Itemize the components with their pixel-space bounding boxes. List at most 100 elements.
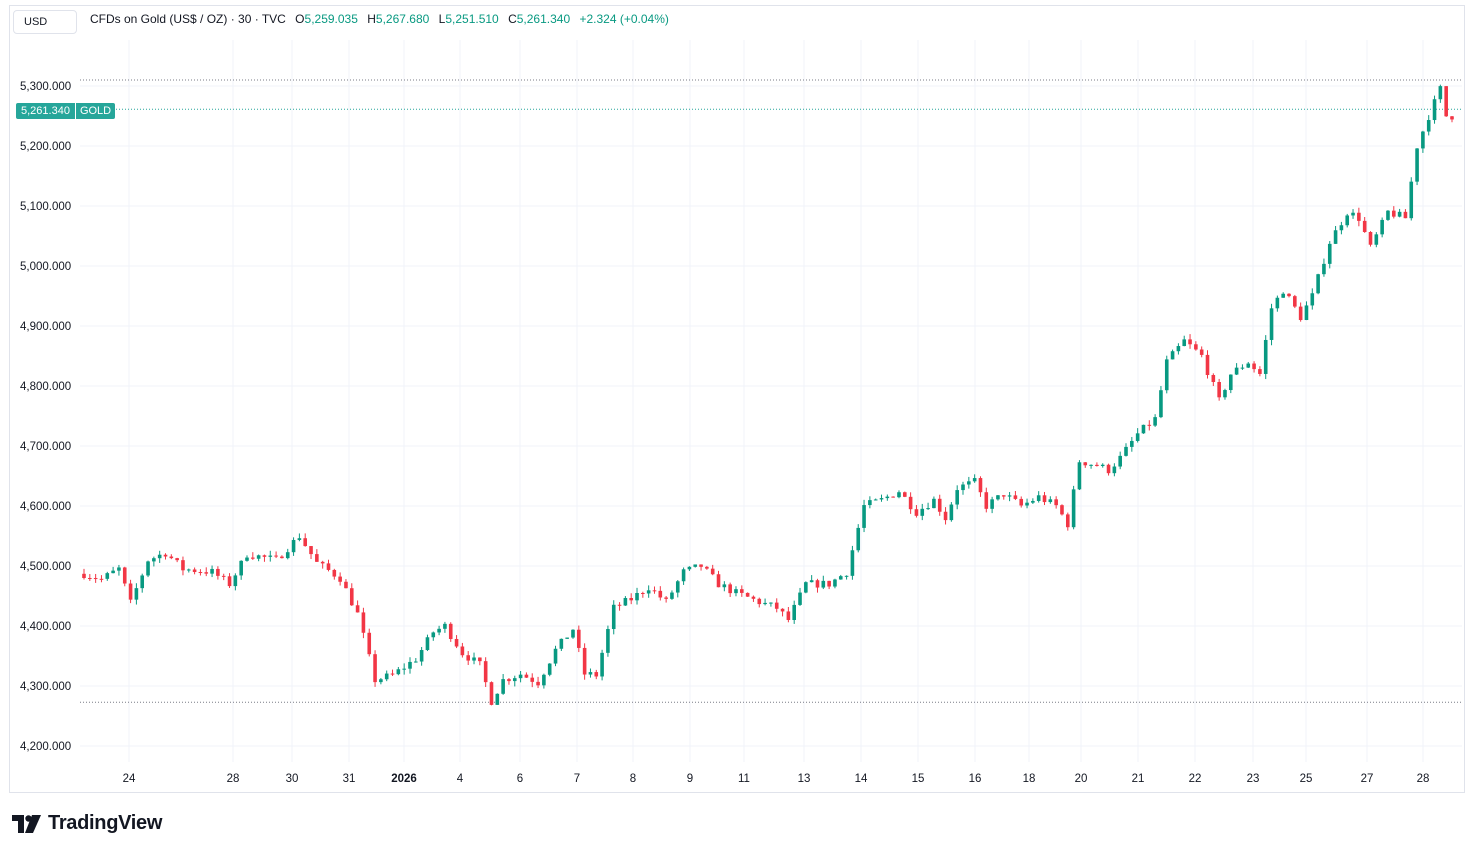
candle-body (530, 677, 535, 682)
candle-body (495, 693, 500, 705)
candle-body (821, 580, 826, 588)
candle-body (734, 589, 738, 594)
candle-body (280, 556, 284, 559)
symbol-description[interactable]: CFDs on Gold (US$ / OZ) · 30 · TVC (90, 12, 286, 26)
candle-body (1217, 381, 1221, 398)
price-tick-label: 4,400.000 (20, 621, 71, 633)
candle-body (181, 560, 185, 571)
candle-body (157, 554, 162, 559)
candle-body (326, 563, 331, 570)
candle-body (903, 492, 907, 497)
tradingview-brand[interactable]: TradingView (12, 812, 162, 835)
candle-body (1223, 390, 1227, 398)
candle-body (1071, 489, 1076, 528)
price-tick-label: 4,500.000 (20, 561, 71, 573)
candle-body (542, 674, 546, 686)
candle-body (210, 568, 214, 574)
price-tick-label: 5,100.000 (20, 201, 71, 213)
time-tick-label: 22 (1189, 773, 1202, 785)
candle-body (600, 652, 604, 677)
candle-body (984, 492, 989, 509)
price-tick-label: 4,800.000 (20, 381, 71, 393)
candle-body (437, 628, 441, 633)
currency-button[interactable]: USD (13, 10, 77, 34)
candle-body (955, 490, 959, 505)
candle-body (1397, 211, 1402, 217)
candle-body (536, 681, 540, 686)
candle-body (1380, 219, 1384, 235)
time-tick-label: 9 (687, 773, 693, 785)
candle-body (105, 573, 110, 579)
tradingview-wordmark: TradingView (48, 812, 163, 834)
time-tick-label: 27 (1361, 773, 1374, 785)
candle-body (425, 637, 430, 651)
candle-body (1322, 263, 1326, 275)
candle-body (1089, 464, 1093, 466)
time-axis: 24 28 30 31 2026 4 6 7 8 9 11 13 14 15 16 18 20 21 22 23 25 2… (123, 773, 1430, 785)
candle-body (577, 629, 581, 648)
low-label: L (438, 12, 446, 26)
candle-body (297, 538, 302, 540)
candle-body (1153, 417, 1157, 426)
candle-body (291, 539, 296, 553)
high-label: H (367, 12, 376, 26)
candle-body (1019, 498, 1024, 506)
candle-body (163, 554, 168, 557)
candle-body (926, 508, 930, 510)
candle-body (897, 492, 901, 498)
candle-body (402, 668, 406, 670)
candle-body (1106, 464, 1111, 474)
candle-body (594, 672, 599, 677)
candle-body (303, 538, 308, 547)
candle-body (920, 508, 925, 516)
time-tick-label: 24 (123, 773, 136, 785)
candle-body (1211, 375, 1216, 382)
candle-body (833, 579, 837, 587)
candle-body (175, 558, 179, 561)
candle-body (414, 661, 418, 663)
candle-body (1182, 339, 1187, 347)
candle-body (489, 682, 494, 705)
candle-body (483, 661, 488, 683)
price-tick-label: 4,900.000 (20, 321, 71, 333)
candle-body (1130, 440, 1134, 447)
candle-body (1048, 499, 1053, 503)
candle-body (315, 554, 319, 562)
time-tick-label: 4 (457, 773, 464, 785)
candle-body (1357, 212, 1361, 221)
candle-body (396, 669, 401, 675)
candle-body (1054, 499, 1058, 506)
candle-body (868, 500, 872, 506)
candle-body (1065, 514, 1070, 528)
candle-body (1042, 495, 1047, 503)
candle-body (384, 673, 389, 680)
candle-body (1345, 215, 1350, 226)
candle-body (198, 572, 203, 574)
candle-body (88, 577, 92, 579)
candle-body (1421, 131, 1425, 149)
candle-body (262, 555, 267, 557)
candle-body (507, 679, 511, 682)
candle-body (169, 556, 174, 559)
candle-body (1351, 212, 1355, 216)
candle-body (309, 546, 313, 555)
candle-body (1159, 390, 1163, 418)
candle-body (1287, 293, 1291, 297)
candle-body (1386, 210, 1390, 220)
candle-body (443, 623, 447, 629)
candle-body (705, 566, 709, 569)
time-tick-label: 28 (1417, 773, 1430, 785)
candle-body (99, 578, 104, 580)
candle-body (146, 561, 150, 576)
candle-body (1339, 225, 1344, 231)
chart-frame[interactable] (9, 5, 1465, 793)
candle-body (687, 566, 692, 570)
candle-body (815, 580, 820, 588)
candle-body (227, 576, 232, 587)
candle-body (134, 588, 139, 600)
candle-body (320, 561, 325, 564)
candle-body (1083, 462, 1088, 466)
candle-body (1258, 369, 1262, 374)
candle-body (122, 567, 127, 584)
